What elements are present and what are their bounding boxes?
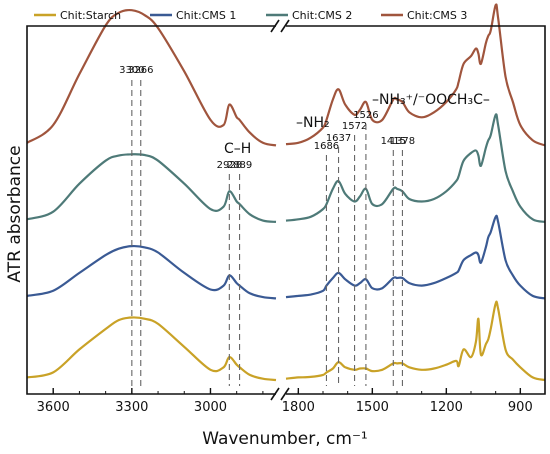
peak-label-1637: 1637 [326,133,351,144]
peak-label-2889: 2889 [227,160,252,171]
series-line-4-seg-1 [26,8,277,147]
axis-frame-right [286,25,546,395]
x-axis-title: Wavenumber, cm⁻¹ [202,429,368,449]
peak-label-1526: 1526 [353,110,378,121]
x-tick-label-900: 900 [508,400,533,415]
y-axis-title: ATR absorbance [5,145,25,282]
x-tick-label-3300: 3300 [115,400,148,415]
axes: 3600 3300 3000 1800 1500 1200 900 [26,19,546,415]
x-tick-label-1500: 1500 [356,400,389,415]
axis-break-mark-4 [280,387,290,401]
x-tick-label-1800: 1800 [282,400,315,415]
legend-label-2: Chit:CMS 1 [176,9,236,22]
axis-frame-left [26,25,276,395]
peak-label-3266: 3266 [128,65,153,76]
series-line-3-seg-1 [26,153,277,223]
peak-label-3300: 3300 [119,65,144,76]
peak-label-1378: 1378 [390,136,415,147]
peak-label-1572: 1572 [342,121,367,132]
group-label-ch: C–H [224,141,251,157]
peak-label-1686: 1686 [314,141,339,152]
x-tick-label-3600: 3600 [37,400,70,415]
series-line-4-seg-2 [285,3,546,147]
peak-label-2928: 2928 [217,160,242,171]
peak-label-1415: 1415 [381,136,406,147]
legend-label-1: Chit:Starch [60,9,121,22]
series-line-2-seg-1 [26,244,277,300]
axis-break-mark-1 [270,19,280,33]
axis-break-mark-2 [280,19,290,33]
axis-break-mark-3 [270,387,280,401]
series-curves [26,3,546,382]
series-line-2-seg-2 [285,214,546,300]
x-tick-label-1200: 1200 [430,400,463,415]
series-line-1-seg-1 [26,316,277,382]
group-label-nh2: –NH₂ [296,115,330,131]
legend-label-3: Chit:CMS 2 [292,9,352,22]
legend: Chit:Starch Chit:CMS 1 Chit:CMS 2 Chit:CMS … [34,9,467,22]
series-line-1-seg-2 [285,300,546,382]
legend-label-4: Chit:CMS 3 [407,9,467,22]
group-label-nh3: –NH₃⁺/⁻OOCH₃C– [372,92,490,108]
x-tick-label-3000: 3000 [194,400,227,415]
